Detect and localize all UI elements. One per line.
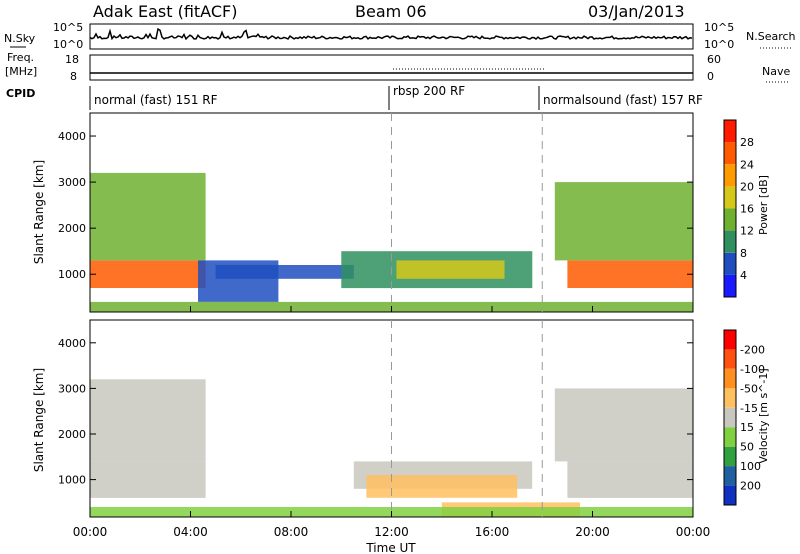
beam-title: Beam 06 <box>355 2 427 21</box>
colorbar-frame <box>723 329 737 506</box>
colorbar-tick-label: 200 <box>740 480 761 493</box>
x-tick-label: 04:00 <box>173 525 208 539</box>
colorbar-swatch <box>724 446 736 467</box>
heatmap-region <box>554 182 693 261</box>
date-title: 03/Jan/2013 <box>588 2 685 21</box>
colorbar-tick-label: -15 <box>740 402 758 415</box>
cpid-segment-2: rbsp 200 RF <box>393 84 465 98</box>
cpid-change-markers <box>391 113 543 517</box>
colorbar-swatch <box>724 407 736 428</box>
colorbar-tick-label: 4 <box>740 269 747 282</box>
colorbar-tick-label: -200 <box>740 343 765 356</box>
velocity-colorbar-label: Velocity [m s^-1] <box>757 368 770 463</box>
y-tick-label: 1000 <box>58 474 86 487</box>
x-tick-label: 12:00 <box>374 525 409 539</box>
y-tick-label: 4000 <box>58 130 86 143</box>
colorbar-swatch <box>724 120 736 143</box>
nave-tick-top: 60 <box>707 53 721 66</box>
velocity-colorbar: 200 100 50 15 -15 -50 -100 -200 <box>723 329 765 506</box>
heatmap-region <box>567 461 693 498</box>
heatmap-region <box>396 260 505 279</box>
colorbar-tick-label: 20 <box>740 180 754 193</box>
cpid-label: CPID <box>6 87 35 100</box>
power-colorbar: 4 8 12 16 20 24 28 <box>723 119 754 298</box>
freq-label-2: [MHz] <box>5 65 37 78</box>
freq-panel-frame <box>89 54 694 81</box>
colorbar-swatch <box>724 186 736 209</box>
colorbar-swatch <box>724 330 736 350</box>
freq-label-1: Freq. <box>7 51 34 64</box>
x-tick-label: 16:00 <box>475 525 510 539</box>
y-tick-label: 4000 <box>58 337 86 350</box>
colorbar-swatch <box>724 252 736 275</box>
nsky-tick-top: 10^5 <box>53 21 83 34</box>
power-ylabel: Slant Range [km] <box>32 160 46 264</box>
y-tick-label: 3000 <box>58 176 86 189</box>
nave-label: Nave <box>762 65 790 78</box>
nsearch-tick-bottom: 10^0 <box>704 38 734 51</box>
colorbar-swatch <box>724 485 736 505</box>
y-tick-label: 2000 <box>58 428 86 441</box>
colorbar-tick-label: 24 <box>740 158 754 171</box>
freq-tick-top: 18 <box>65 53 79 66</box>
y-tick-label: 3000 <box>58 382 86 395</box>
heatmap-region <box>90 260 206 288</box>
heatmap-region <box>554 388 693 462</box>
x-tick-label: 00:00 <box>73 525 108 539</box>
colorbar-tick-label: 16 <box>740 203 754 216</box>
colorbar-swatch <box>724 368 736 389</box>
x-tick-label: 00:00 <box>676 525 711 539</box>
colorbar-tick-label: -100 <box>740 363 765 376</box>
colorbar-frame <box>723 119 737 298</box>
colorbar-swatch <box>724 164 736 187</box>
power-y-ticks: 4000 3000 2000 1000 <box>58 130 693 281</box>
colorbar-swatch <box>724 427 736 447</box>
colorbar-tick-label: -50 <box>740 382 758 395</box>
colorbar-tick-label: 8 <box>740 247 747 260</box>
colorbar-tick-label: 28 <box>740 136 754 149</box>
power-colorbar-label: Power [dB] <box>757 175 770 235</box>
x-axis-label: Time UT <box>365 541 416 554</box>
colorbar-swatch <box>724 142 736 165</box>
cpid-segment-1: normal (fast) 151 RF <box>94 93 218 107</box>
velocity-y-ticks: 4000 3000 2000 1000 <box>58 337 693 487</box>
freq-tick-bottom: 8 <box>70 70 77 83</box>
x-tick-label: 08:00 <box>274 525 309 539</box>
y-tick-label: 2000 <box>58 222 86 235</box>
heatmap-region <box>90 379 206 462</box>
colorbar-tick-label: 12 <box>740 225 754 238</box>
nsearch-tick-top: 10^5 <box>704 21 734 34</box>
cpid-segment-3: normalsound (fast) 157 RF <box>543 93 703 107</box>
velocity-ylabel: Slant Range [km] <box>32 368 46 472</box>
noise-panel-frame <box>89 23 694 50</box>
noise-sky-line <box>89 27 693 41</box>
station-title: Adak East (fitACF) <box>93 2 237 21</box>
colorbar-tick-label: 50 <box>740 441 754 454</box>
heatmap-region <box>567 260 693 288</box>
heatmap-region <box>215 265 354 279</box>
colorbar-swatch <box>724 466 736 486</box>
colorbar-swatch <box>724 208 736 231</box>
nsearch-label: N.Search <box>746 30 796 43</box>
colorbar-tick-label: 15 <box>740 421 754 434</box>
heatmap-region <box>366 475 518 498</box>
y-tick-label: 1000 <box>58 268 86 281</box>
nsky-label: N.Sky <box>4 32 36 45</box>
heatmap-region <box>90 172 206 261</box>
x-axis-ticks: 00:00 04:00 08:00 12:00 16:00 20:00 00:00 <box>73 306 711 539</box>
colorbar-swatch <box>724 230 736 253</box>
colorbar-swatch <box>724 274 736 297</box>
nave-tick-bottom: 0 <box>707 70 714 83</box>
colorbar-swatch <box>724 349 736 369</box>
nsky-tick-bottom: 10^0 <box>53 38 83 51</box>
heatmap-region <box>90 461 206 498</box>
x-tick-label: 20:00 <box>575 525 610 539</box>
colorbar-tick-label: 100 <box>740 460 761 473</box>
colorbar-swatch <box>724 388 736 408</box>
